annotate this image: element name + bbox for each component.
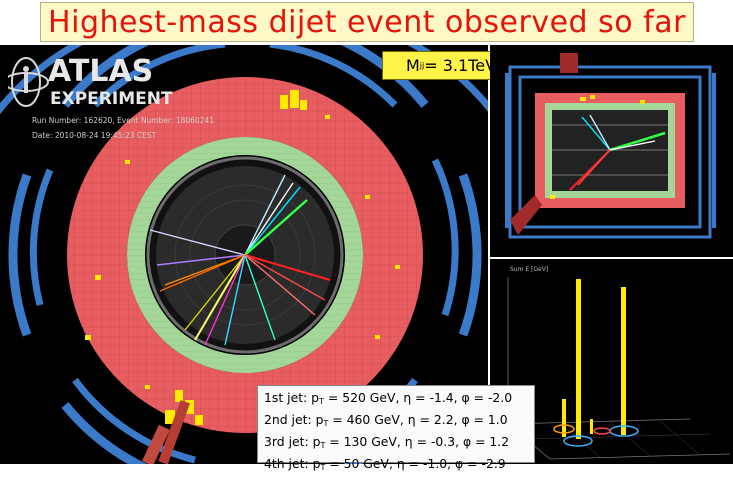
date-line: Date: 2010-08-24 19:45:23 CEST — [32, 131, 157, 140]
run-info: Run Number: 162620, Event Number: 180602… — [32, 113, 214, 143]
lego-plot-drawing: Sum E [GeV] — [507, 266, 731, 460]
jet-line: 4th jet: pT = 50 GeV, η = -1.0, φ = -2.9 — [264, 456, 506, 472]
run-number-line: Run Number: 162620, Event Number: 180602… — [32, 116, 215, 125]
svg-text:ATLAS: ATLAS — [48, 54, 153, 89]
svg-text:EXPERIMENT: EXPERIMENT — [50, 89, 173, 109]
jet-kinematics-box: 1st jet: pT = 520 GeV, η = -1.4, φ = -2.… — [257, 385, 535, 472]
energy-towers — [562, 279, 626, 439]
jet-line: 1st jet: pT = 520 GeV, η = -1.4, φ = -2.… — [264, 390, 513, 406]
event-display-transverse-view — [0, 45, 488, 464]
mass-symbol: M — [405, 56, 420, 75]
title-banner: Highest-mass dijet event observed so far — [40, 2, 694, 42]
mass-subscript: jj — [419, 61, 425, 70]
atlas-logo: ATLAS EXPERIMENT — [8, 52, 183, 110]
jet-line: 3rd jet: pT = 130 GeV, η = -0.3, φ = 1.2 — [264, 434, 510, 450]
lego-axis-title: Sum E [GeV] — [510, 266, 548, 273]
slide-title: Highest-mass dijet event observed so far — [48, 4, 686, 40]
jet-line: 2nd jet: pT = 460 GeV, η = 2.2, φ = 1.0 — [264, 412, 508, 428]
hadronic-calorimeter — [67, 77, 423, 433]
tracks — [149, 174, 331, 346]
side-view-drawing — [505, 53, 716, 239]
mass-value: = 3.1TeV — [424, 56, 497, 75]
calorimeter-deposits — [85, 90, 400, 425]
event-display-side-view — [490, 45, 733, 257]
